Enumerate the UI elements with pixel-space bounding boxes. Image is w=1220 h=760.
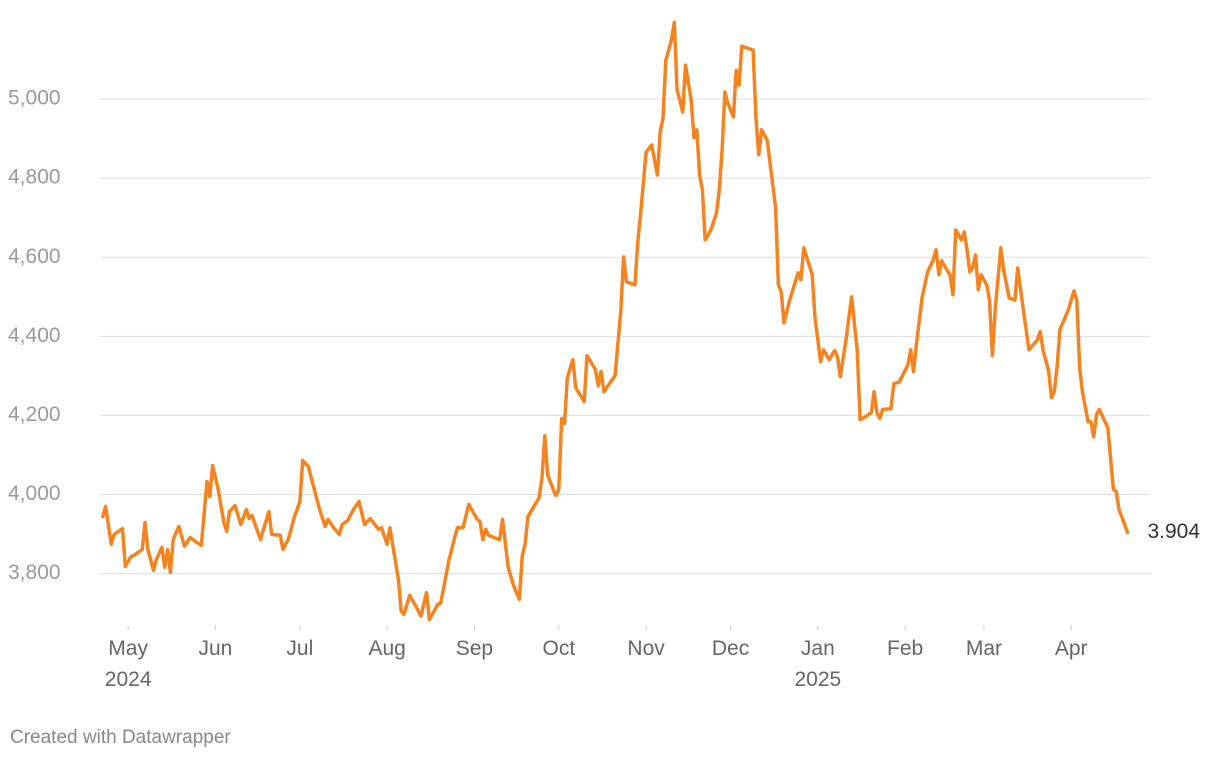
end-label: 3.904 (1147, 520, 1200, 543)
x-tick-label: Mar (966, 637, 1002, 660)
y-tick-label: 3,800 (8, 561, 61, 584)
y-tick-label: 4,200 (8, 403, 61, 426)
x-tick-label: Apr (1055, 637, 1088, 660)
y-tick-label: 4,600 (8, 245, 61, 268)
x-tick-label: Jun (198, 637, 232, 660)
footer: Created with Datawrapper (10, 727, 231, 748)
x-tick-label: Jan 2025 (794, 637, 841, 691)
x-tick-label: May 2024 (105, 637, 152, 691)
y-tick-label: 4,000 (8, 482, 61, 505)
x-tick-label: Dec (712, 637, 749, 660)
y-tick-label: 4,800 (8, 166, 61, 189)
x-tick-label: Aug (368, 637, 405, 660)
x-tick-label: Oct (543, 637, 576, 660)
x-tick-label: Nov (627, 637, 665, 660)
line (101, 20, 1130, 622)
y-tick-label: 5,000 (8, 87, 61, 110)
x-tick-label: Sep (456, 637, 493, 660)
y-tick-label: 4,400 (8, 324, 61, 347)
x-tick-label: Jul (286, 637, 313, 660)
x-tick-label: Feb (887, 637, 923, 660)
